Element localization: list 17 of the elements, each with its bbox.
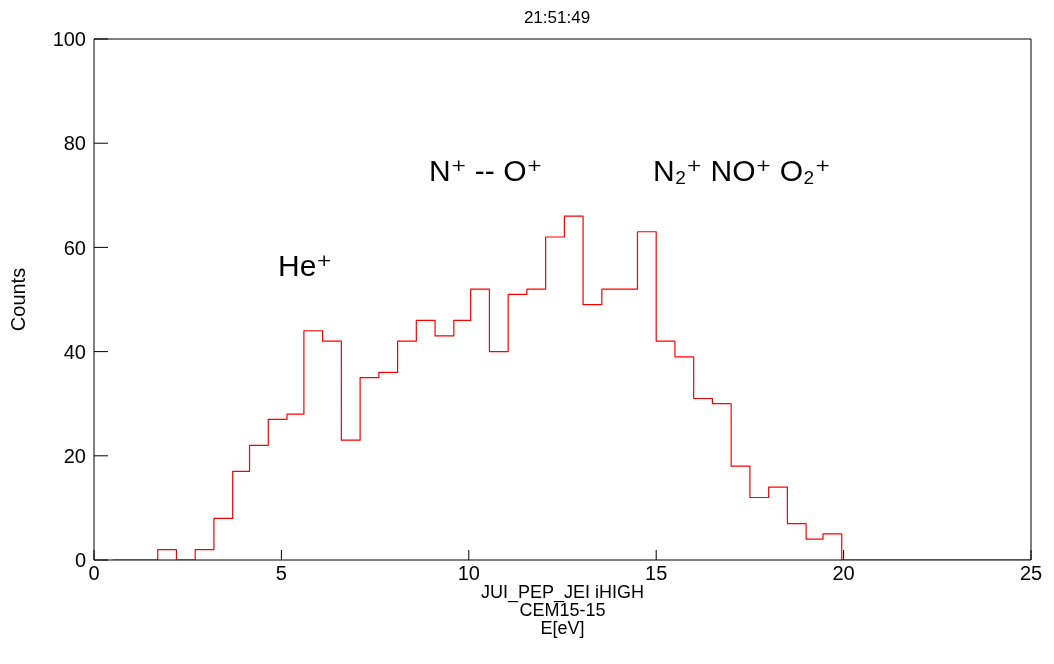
x-tick-label: 15	[645, 562, 668, 585]
y-tick-label: 60	[63, 236, 86, 259]
annotation: He⁺	[278, 248, 333, 283]
x-tick-label: 0	[88, 562, 100, 585]
y-tick-label: 20	[63, 444, 86, 467]
x-axis-title: JUI_PEP_JEI iHIGH CEM15-15 E[eV]	[480, 582, 645, 638]
y-axis-title: Counts	[7, 267, 30, 332]
annotation: N₂⁺ NO⁺ O₂⁺	[653, 153, 831, 188]
y-tick-label: 100	[52, 28, 86, 51]
x-tick-label: 10	[457, 562, 480, 585]
y-tick-label: 40	[63, 340, 86, 363]
x-tick-label: 5	[275, 562, 287, 585]
chart-title: 21:51:49	[522, 8, 592, 29]
x-tick-label: 20	[832, 562, 855, 585]
annotation: N⁺ -- O⁺	[429, 153, 543, 188]
x-tick-label: 25	[1019, 562, 1043, 585]
y-tick-label: 80	[63, 132, 86, 155]
